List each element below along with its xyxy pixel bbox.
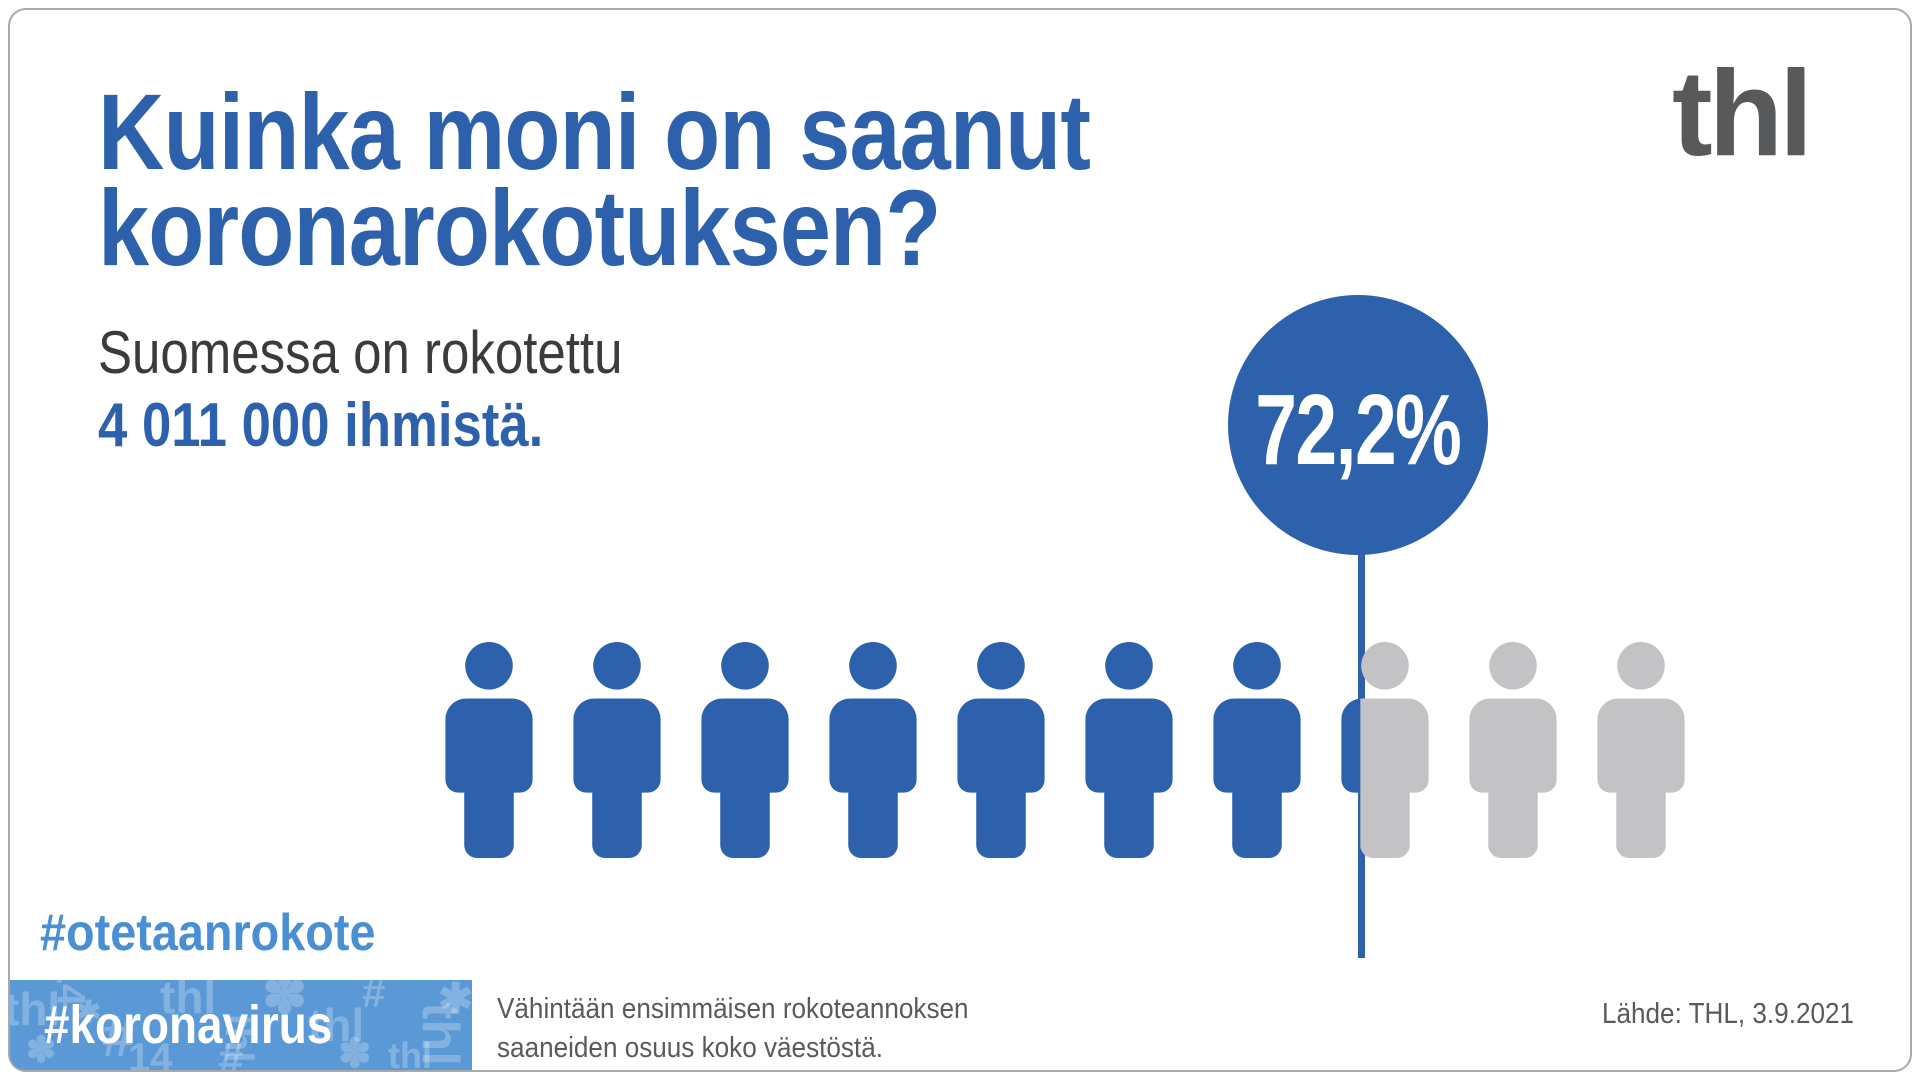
banner-pattern-glyph: 14 [128, 1036, 173, 1070]
banner-pattern-glyph: thl [160, 980, 217, 1023]
person-icon-empty [1469, 642, 1557, 858]
person-icon-empty [1597, 642, 1685, 858]
person-icon-filled [445, 642, 533, 858]
banner-pattern-glyph: thl [308, 999, 365, 1051]
banner-pattern-glyph: ✽ [26, 1029, 57, 1070]
percent-value: 72,2% [1255, 373, 1462, 486]
title-line-2: koronarokotuksen? [98, 167, 941, 288]
person-icon-partial [1341, 642, 1429, 858]
person-icon-filled [829, 642, 917, 858]
title-line-1: Kuinka moni on saanut [98, 71, 1091, 192]
page-title: Kuinka moni on saanut koronarokotuksen? [98, 71, 1265, 288]
hashtag-koronavirus: #koronavirus [44, 995, 333, 1055]
person-icon-filled [1213, 642, 1301, 858]
banner-pattern-glyph: # [362, 980, 386, 1016]
person-icon-filled [573, 642, 661, 858]
banner-pattern-glyph: ✱ [76, 996, 102, 1029]
banner-pattern-glyph: ✱ [438, 980, 472, 1022]
person-icon-filled [1085, 642, 1173, 858]
banner-pattern-glyph: # [218, 1033, 244, 1070]
footnote: Vähintään ensimmäisen rokoteannoksen saa… [497, 993, 969, 1064]
card [8, 8, 1912, 1072]
person-icon-filled [701, 642, 789, 858]
people-chart [445, 642, 1685, 858]
banner-pattern-glyph: thl [388, 1035, 432, 1071]
thl-logo: thl [1672, 45, 1813, 181]
subtitle: Suomessa on rokotettu [98, 319, 623, 386]
hashtag-banner: thl 14 # thl thl ✽ thl # thl ✽ 14 # ✽ ✱ ✱ thl #koronavi… [10, 980, 472, 1070]
vaccinated-count: 4 011 000 ihmistä. [98, 391, 544, 460]
banner-pattern-glyph: ✽ [262, 980, 308, 1025]
person-icon-filled [957, 642, 1045, 858]
banner-pattern-glyph: thl [10, 983, 61, 1035]
hashtag-otetaanrokote: #otetaanrokote [40, 904, 376, 962]
banner-pattern-glyph: ✽ [338, 1032, 372, 1070]
source-label: Lähde: THL, 3.9.2021 [1602, 998, 1855, 1030]
banner-pattern-glyph: # [102, 1004, 135, 1069]
percent-badge: 72,2% [1228, 295, 1488, 555]
